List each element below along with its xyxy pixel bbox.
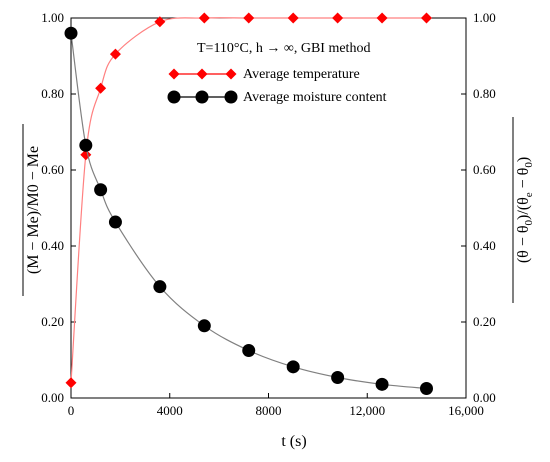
x-ticks: 0 4000 8000 12,000 16,000: [68, 393, 484, 418]
y-right-tick-label: 0.00: [473, 390, 496, 405]
moisture-point: [64, 26, 78, 40]
moisture-point: [197, 319, 211, 333]
temperature-point: [95, 82, 107, 94]
legend-temperature-marker: [196, 68, 208, 80]
x-tick-label: 4000: [157, 403, 183, 418]
temperature-point: [198, 12, 210, 24]
temperature-point: [65, 377, 77, 389]
legend-temperature-marker: [168, 68, 180, 80]
y-left-tick-label: 0.00: [41, 390, 64, 405]
y-left-label-text: (M − Me)/M0 − Me: [25, 146, 42, 274]
y-right-label-text: (θ − θ0)/(θe − θ0): [515, 157, 535, 263]
legend-moisture-marker: [195, 90, 209, 104]
legend-moisture-markers: [167, 90, 238, 104]
x-tick-label: 0: [68, 403, 75, 418]
y-left-tick-label: 0.40: [41, 238, 64, 253]
y-right-tick-label: 1.00: [473, 10, 496, 25]
temperature-point: [154, 16, 166, 28]
x-tick-label: 8000: [256, 403, 282, 418]
y-right-tick-label: 0.60: [473, 162, 496, 177]
y-right-ticks: 0.00 0.20 0.40 0.60 0.80 1.00: [461, 10, 496, 405]
y-left-tick-label: 0.80: [41, 86, 64, 101]
moisture-point: [375, 377, 389, 391]
series-layer: [64, 12, 433, 395]
temperature-point: [109, 48, 121, 60]
temperature-point: [376, 12, 388, 24]
legend-temperature-marker: [225, 68, 237, 80]
chart-annotation: T=110°C, h → ∞, GBI method: [197, 41, 370, 56]
series-line-1: [70, 33, 427, 390]
legend-label-temperature: Average temperature: [243, 67, 360, 82]
y-left-tick-label: 1.00: [41, 10, 64, 25]
y-right-tick-label: 0.80: [473, 86, 496, 101]
x-axis-label: t (s): [281, 433, 306, 450]
y-right-tick-label: 0.20: [473, 314, 496, 329]
temperature-point: [332, 12, 344, 24]
legend: Average temperature Average moisture con…: [167, 67, 387, 105]
y-left-axis-label: (M − Me)/M0 − Me: [22, 124, 42, 296]
temperature-point: [243, 12, 255, 24]
y-right-tick-label: 0.40: [473, 238, 496, 253]
moisture-point: [420, 382, 433, 395]
x-tick-label: 16,000: [448, 403, 484, 418]
y-right-axis-label: (θ − θ0)/(θe − θ0): [512, 117, 535, 303]
y-left-tick-label: 0.20: [41, 314, 64, 329]
legend-label-moisture: Average moisture content: [243, 90, 387, 105]
moisture-point: [108, 215, 122, 229]
temperature-point: [421, 12, 432, 24]
moisture-point: [331, 370, 345, 384]
moisture-point: [79, 138, 93, 152]
x-tick-label: 12,000: [349, 403, 385, 418]
y-left-tick-label: 0.60: [41, 162, 64, 177]
temperature-point: [287, 12, 299, 24]
legend-temperature-markers: [168, 68, 237, 80]
legend-moisture-marker: [167, 90, 181, 104]
y-left-ticks: 0.00 0.20 0.40 0.60 0.80 1.00: [41, 10, 76, 405]
moisture-point: [286, 360, 300, 374]
moisture-point: [94, 183, 108, 197]
moisture-point: [153, 280, 167, 294]
moisture-point: [242, 344, 256, 357]
legend-moisture-marker: [224, 90, 238, 104]
